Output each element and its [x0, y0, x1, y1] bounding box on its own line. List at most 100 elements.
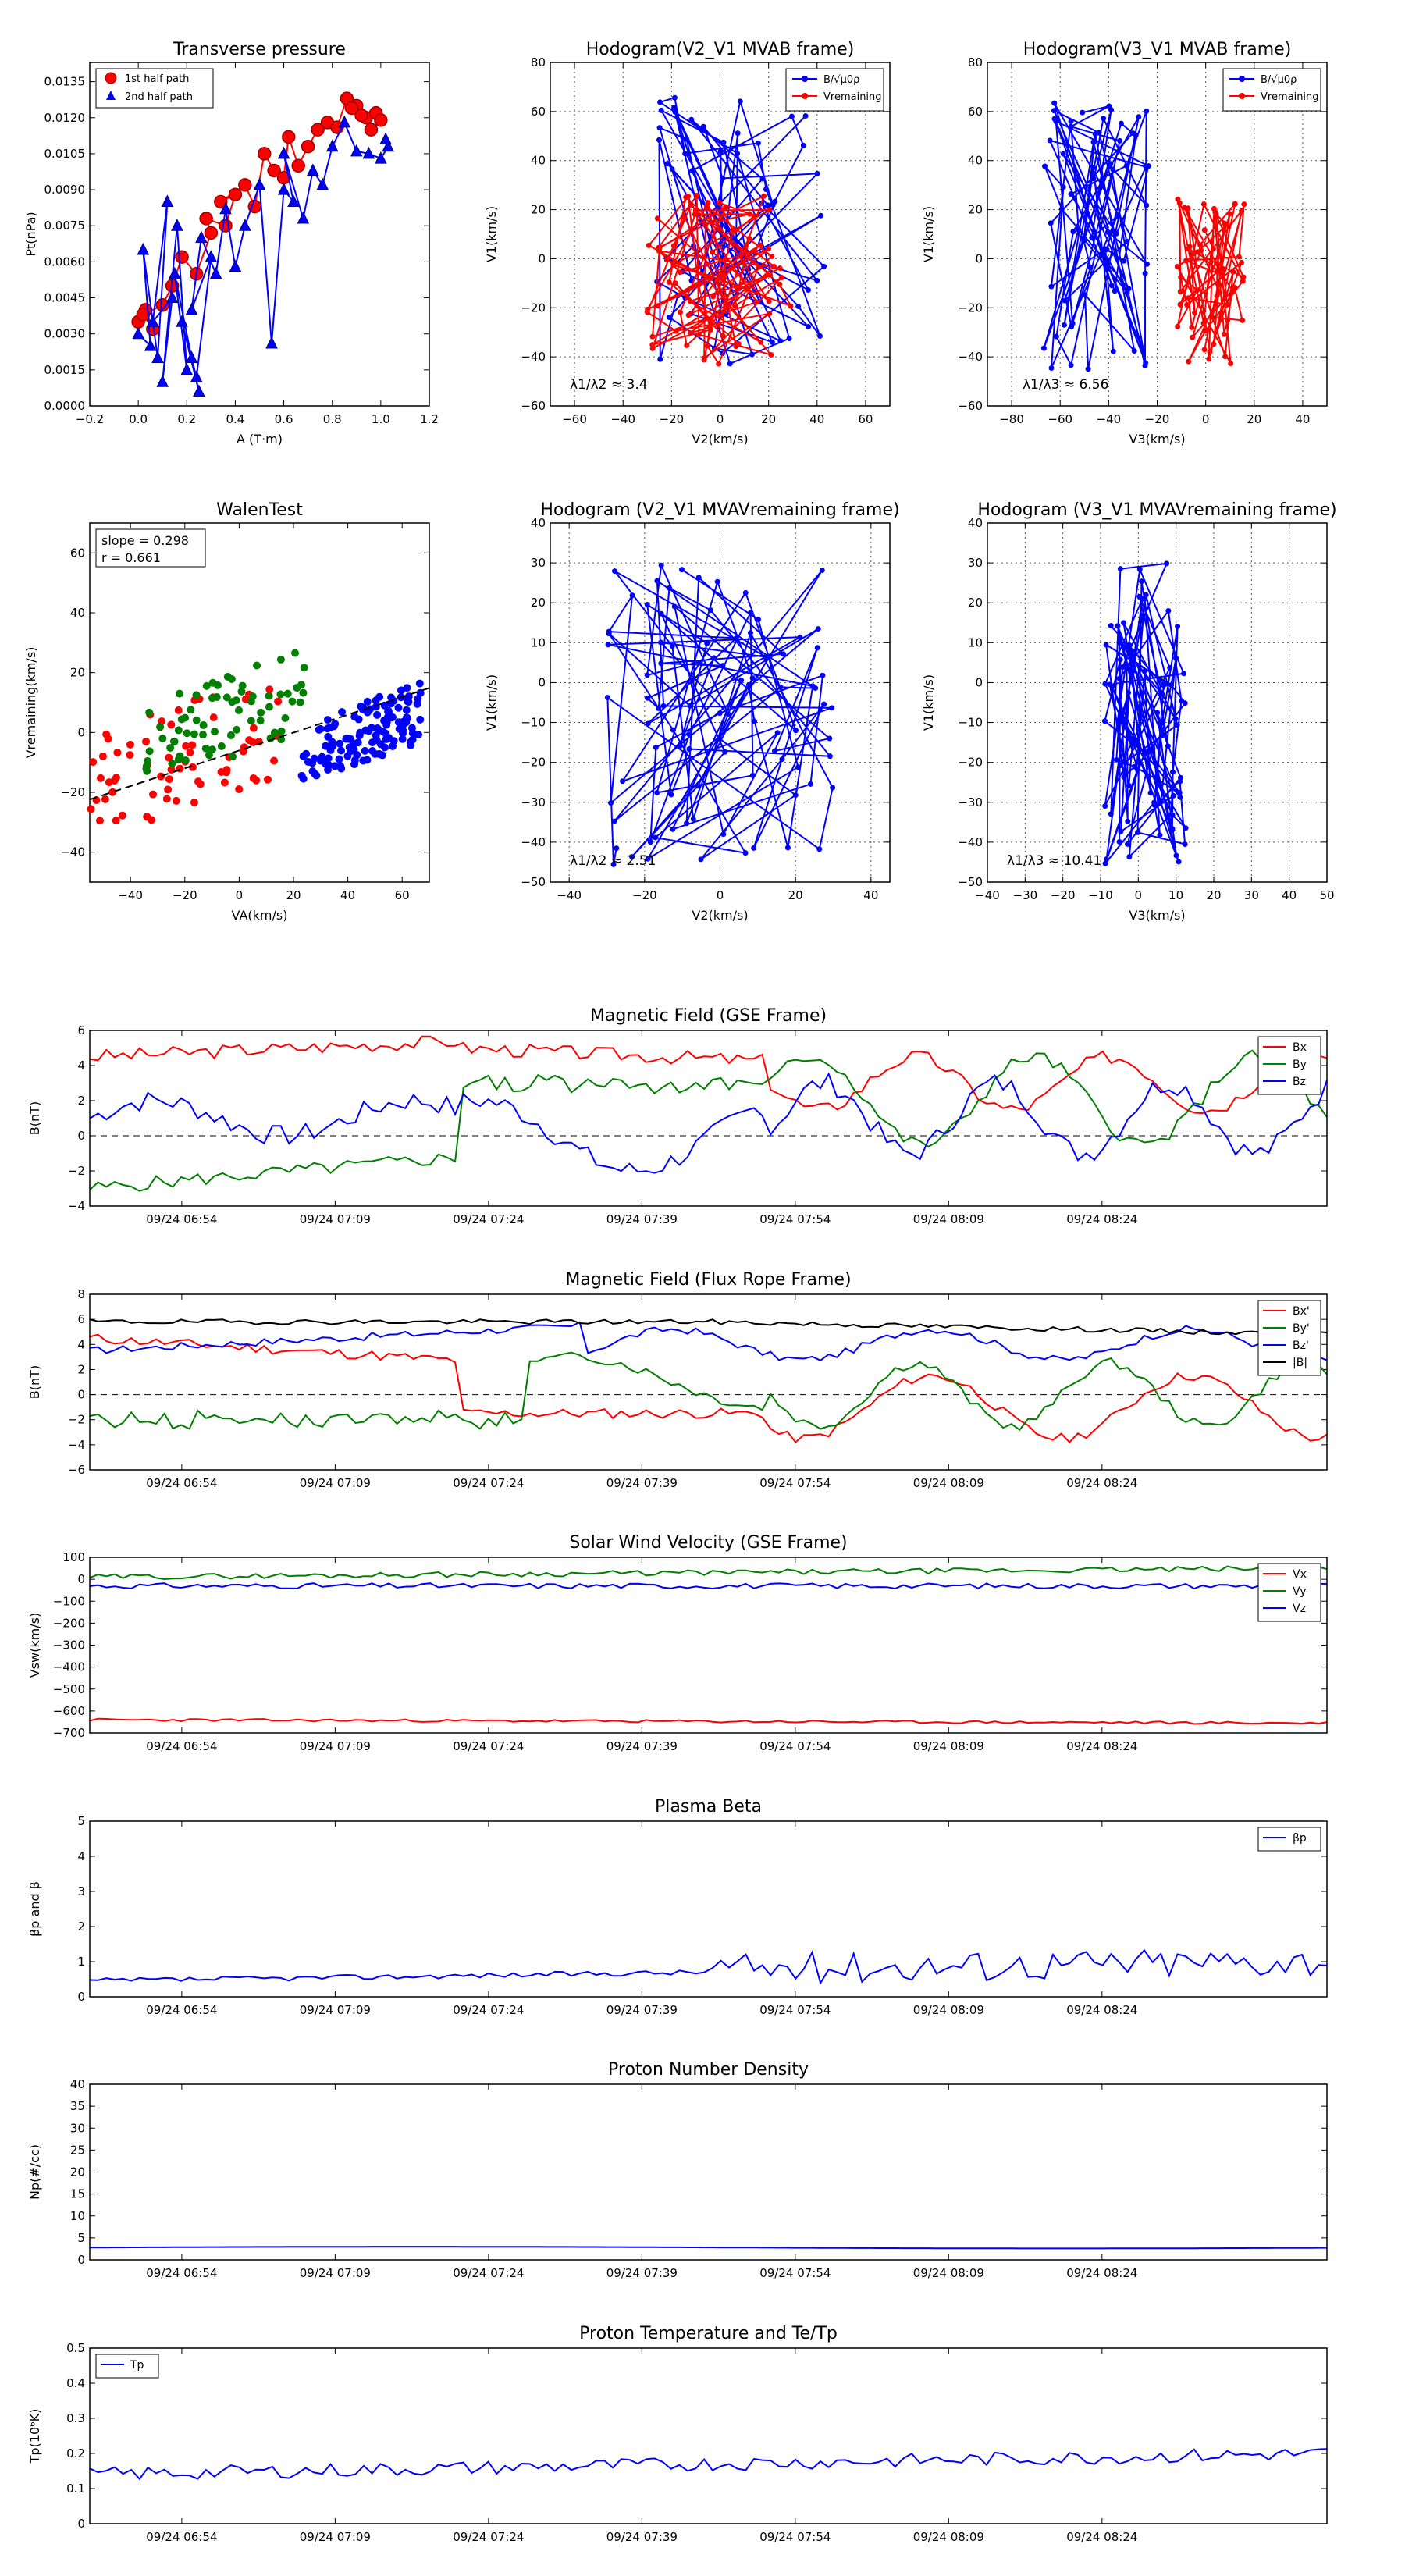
walen-point-1 — [256, 717, 265, 725]
legend-label: Vz — [1293, 1603, 1306, 1615]
blue-trace-point — [1047, 137, 1053, 144]
walen-point-1 — [283, 689, 292, 698]
red-trace-point — [752, 248, 758, 254]
blue-trace-point — [604, 695, 610, 701]
y-tick-label: −500 — [53, 1682, 85, 1696]
series-0-point — [204, 226, 219, 240]
red-trace-point — [692, 207, 699, 213]
blue-trace-point — [645, 856, 651, 862]
x-tick-label: 09/24 07:09 — [300, 2530, 371, 2544]
x-tick-label: 09/24 07:54 — [759, 1739, 831, 1753]
blue-trace-point — [1048, 283, 1055, 290]
blue-trace-point — [654, 578, 660, 584]
blue-trace-point — [737, 98, 743, 105]
blue-trace-point — [1113, 756, 1119, 763]
blue-trace-point — [1157, 832, 1163, 838]
walen-point-1 — [177, 715, 186, 724]
plot-frame — [89, 1557, 1328, 1734]
red-trace-point — [768, 352, 774, 358]
blue-trace-point — [1121, 774, 1127, 780]
red-trace-point — [1194, 249, 1200, 255]
y-tick-label: −50 — [521, 875, 546, 889]
walen-point-0 — [235, 785, 244, 794]
x-tick-label: −40 — [610, 412, 635, 426]
walen-point-1 — [211, 728, 219, 736]
y-tick-label: 35 — [70, 2099, 85, 2113]
blue-trace-point — [684, 136, 690, 142]
blue-trace-point — [797, 634, 803, 640]
chart-title: Proton Number Density — [608, 2060, 809, 2080]
blue-trace-point — [1174, 722, 1180, 728]
y-tick-label: 0 — [77, 1990, 85, 2004]
blue-trace-point — [821, 263, 827, 269]
red-trace-point — [1186, 244, 1193, 250]
x-tick-label: 09/24 07:39 — [606, 1476, 678, 1490]
walen-point-1 — [202, 681, 211, 690]
blue-trace-point — [755, 617, 761, 623]
x-tick-label: 09/24 08:09 — [913, 2003, 984, 2017]
x-tick-label: 09/24 08:09 — [913, 1212, 984, 1226]
blue-trace-point — [717, 710, 723, 717]
blue-trace-point — [645, 695, 651, 701]
x-tick-label: 09/24 08:24 — [1066, 2530, 1137, 2544]
red-trace-point — [761, 193, 767, 199]
blue-trace-point — [1167, 665, 1173, 671]
series-0-point — [364, 123, 379, 137]
red-trace-point — [1201, 227, 1208, 233]
y-tick-label: −30 — [521, 795, 546, 809]
x-tick-label: 09/24 07:39 — [606, 1739, 678, 1753]
blue-trace-point — [1158, 799, 1164, 805]
x-tick-label: 20 — [286, 888, 301, 902]
x-tick-label: 09/24 07:54 — [759, 2266, 831, 2280]
y-tick-label: 4 — [77, 1849, 85, 1863]
legend-frame — [1257, 1827, 1321, 1852]
blue-trace-point — [644, 672, 650, 678]
y-tick-label: −20 — [521, 756, 546, 770]
walen-point-2 — [299, 774, 308, 783]
y-tick-label: −300 — [53, 1638, 85, 1653]
walen-point-0 — [87, 805, 95, 813]
blue-trace-point — [1140, 596, 1146, 602]
walen-point-1 — [166, 743, 175, 752]
blue-trace-point — [1126, 689, 1132, 696]
blue-trace-point — [1082, 292, 1088, 298]
walen-point-1 — [277, 735, 286, 744]
blue-trace-point — [1175, 623, 1181, 629]
series-1-point — [180, 362, 194, 375]
red-trace-point — [1183, 258, 1190, 264]
blue-trace-point — [774, 730, 781, 736]
x-tick-label: 0.0 — [129, 412, 148, 426]
x-tick-label: 0 — [1202, 412, 1210, 426]
red-trace-point — [729, 227, 735, 233]
red-trace-point — [746, 235, 752, 241]
blue-trace-point — [658, 562, 664, 568]
walen-point-1 — [142, 762, 151, 770]
y-tick-label: 0 — [77, 1129, 85, 1143]
blue-trace-point — [1119, 664, 1126, 671]
x-tick-label: 0 — [236, 888, 244, 902]
blue-trace-point — [698, 856, 704, 863]
red-trace-point — [1222, 354, 1229, 360]
x-tick-label: 40 — [1295, 412, 1310, 426]
y-tick-label: −4 — [68, 1438, 85, 1452]
blue-trace-point — [1101, 116, 1107, 122]
series-1-point — [253, 177, 266, 190]
y-tick-label: 20 — [968, 596, 983, 610]
blue-trace-point — [1040, 345, 1047, 351]
y-tick-label: 80 — [531, 55, 546, 69]
blue-trace-point — [806, 323, 812, 329]
panel-ts5: 09/24 06:54 09/24 07:09 09/24 07:24 09/24 0… — [27, 2060, 1328, 2280]
blue-trace-point — [606, 628, 612, 635]
y-tick-label: 30 — [531, 556, 546, 570]
blue-trace-point — [1090, 139, 1097, 145]
blue-trace-point — [1144, 108, 1150, 114]
y-tick-label: 2 — [77, 1362, 85, 1376]
series-0-line — [89, 2246, 1327, 2250]
red-trace-point — [703, 275, 710, 281]
legend-frame — [1257, 1036, 1321, 1095]
legend-frame — [1257, 1300, 1321, 1376]
blue-trace-point — [1124, 662, 1130, 668]
series-1-point — [229, 259, 242, 272]
red-trace-point — [685, 312, 692, 318]
x-tick-label: −40 — [1097, 412, 1122, 426]
